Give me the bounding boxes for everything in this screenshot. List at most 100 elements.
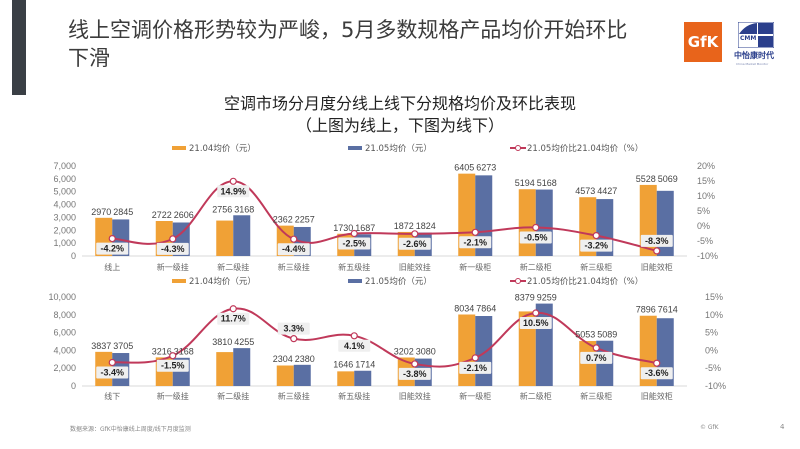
category-label: 新二级挂 (217, 262, 249, 272)
category-label: 新三级挂 (278, 262, 310, 272)
bar-value-label-apr: 3202 (394, 347, 414, 357)
pct-label-bg (277, 322, 310, 335)
offline-chart: 0 2,000 4,000 6,000 8,000 10,000 -10% -5% 0% 5% 10… (48, 276, 726, 401)
legend-swatch-apr (172, 146, 186, 150)
category-label: 新二级挂 (217, 391, 249, 401)
pct-change-label: -3.2% (584, 241, 608, 251)
bar-value-label-may: 4255 (234, 337, 254, 347)
line-point-marker (290, 335, 298, 343)
line-point-marker (471, 354, 479, 362)
bar-value-label-may: 1824 (416, 221, 436, 231)
bar-value-label-apr: 4573 (575, 186, 595, 196)
pct-label-bg (338, 237, 371, 250)
y-left-tick-label: 2,000 (53, 363, 76, 373)
y-left-tick-label: 3,000 (53, 212, 76, 222)
pct-label-bg (398, 367, 431, 380)
category-label: 新三级挂 (278, 391, 310, 401)
legend-label: 21.04均价（元） (189, 276, 256, 287)
bar-value-label-may: 1714 (355, 360, 375, 370)
bar-value-label-may: 1687 (355, 223, 375, 233)
bar-value-label-apr: 5053 (575, 330, 595, 340)
legend-label: 21.05均价（元） (365, 143, 432, 154)
legend-swatch-may (348, 279, 362, 283)
category-label: 旧能效柜 (641, 391, 673, 401)
bar-value-label-apr: 5194 (515, 178, 535, 188)
bar-value-label-may: 7614 (658, 305, 678, 315)
cmm-logo-text: CMM (740, 35, 757, 42)
legend-swatch-apr (172, 279, 186, 283)
pct-change-label: -2.1% (463, 237, 487, 247)
bar-value-label-may: 3168 (234, 204, 254, 214)
bar-value-label-may: 2845 (113, 207, 133, 217)
copyright: © GfK (700, 424, 719, 431)
pct-label-bg (217, 185, 250, 198)
pct-change-label: -2.5% (342, 239, 366, 249)
pct-change-label: -3.8% (403, 369, 427, 379)
bar-value-label-may: 5168 (537, 178, 557, 188)
y-left-tick-label: 6,000 (53, 174, 76, 184)
pct-change-label: 11.7% (221, 314, 246, 324)
pct-change-label: 4.1% (344, 341, 365, 351)
bar-value-label-apr: 1646 (333, 360, 353, 370)
category-label: 新三级柜 (580, 262, 612, 272)
line-point-marker (532, 309, 540, 317)
y-right-tick-label: -10% (697, 251, 718, 261)
pct-label-bg (277, 243, 310, 256)
legend-marker-icon (515, 145, 521, 151)
legend-marker-icon (515, 278, 521, 284)
bar-value-label-apr: 8034 (454, 303, 474, 313)
pct-label-bg (459, 361, 492, 374)
bar-value-label-apr: 1730 (333, 223, 353, 233)
bar-value-label-apr: 3216 (152, 346, 172, 356)
line-point-marker (108, 234, 116, 243)
accent-bar (12, 0, 26, 95)
line-point-marker (411, 360, 419, 368)
bar-value-label-may: 4427 (597, 186, 617, 196)
pct-change-label: -8.3% (645, 236, 669, 246)
pct-label-bg (398, 237, 431, 250)
pct-label-bg (640, 367, 673, 380)
category-label: 新二级柜 (520, 391, 552, 401)
category-label: 新一级挂 (157, 391, 189, 401)
bar-apr (216, 220, 234, 256)
bar-value-label-apr: 3837 (91, 341, 111, 351)
y-right-tick-label: 15% (697, 176, 715, 186)
pct-label-bg (96, 242, 129, 255)
bar-apr (337, 371, 355, 386)
pct-change-label: -4.3% (161, 244, 185, 254)
bar-value-label-may: 9259 (537, 293, 557, 303)
bar-apr (518, 311, 536, 386)
bar-value-label-apr: 2304 (273, 354, 293, 364)
bar-value-label-may: 3705 (113, 341, 133, 351)
chart-title-line2: （上图为线上，下图为线下） (295, 116, 504, 135)
line-point-marker (653, 247, 661, 255)
pct-label-bg (640, 234, 673, 247)
line-point-marker (229, 305, 237, 313)
bar-value-label-may: 2606 (174, 210, 194, 220)
line-point-marker (169, 235, 177, 243)
pct-label-bg (217, 312, 250, 325)
cmm-logo: CMM 中怡康时代 China Market Monitor (734, 22, 780, 66)
pct-label-bg (96, 366, 129, 379)
pct-change-label: 10.5% (523, 318, 549, 328)
bar-value-label-apr: 2362 (273, 215, 293, 225)
y-left-tick-label: 4,000 (53, 200, 76, 210)
y-left-tick-label: 7,000 (53, 161, 76, 171)
category-label: 新五级挂 (338, 262, 370, 272)
category-label: 新五级挂 (338, 391, 370, 401)
line-point-marker (592, 344, 600, 352)
y-right-tick-label: -10% (705, 381, 726, 391)
bar-may (233, 215, 251, 256)
bar-value-label-may: 7864 (476, 303, 496, 313)
pct-change-line (112, 307, 657, 368)
online-chart: 0 1,000 2,000 3,000 4,000 5,000 6,000 7,000 -10%… (53, 143, 718, 272)
y-right-tick-label: 5% (705, 328, 718, 338)
bar-value-label-apr: 7896 (636, 305, 656, 315)
category-label: 新三级柜 (580, 391, 612, 401)
bar-value-label-apr: 2722 (152, 210, 172, 220)
pct-label-bg (580, 351, 613, 364)
pct-change-label: -0.5% (524, 233, 548, 243)
pct-change-label: -4.4% (282, 244, 306, 254)
y-left-tick-label: 5,000 (53, 187, 76, 197)
line-point-marker (653, 359, 661, 367)
